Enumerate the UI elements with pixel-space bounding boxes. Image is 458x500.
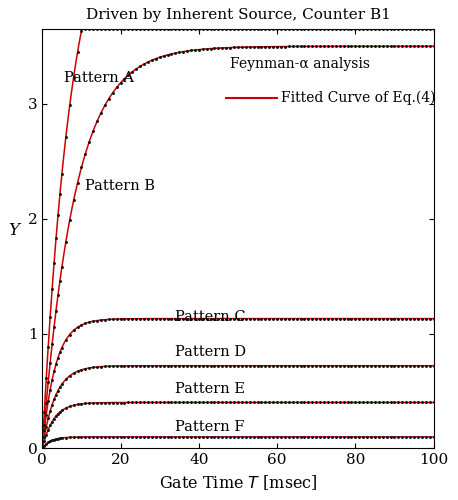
Text: Pattern E: Pattern E bbox=[175, 382, 245, 396]
Text: Pattern A: Pattern A bbox=[64, 72, 134, 86]
Text: Feynman-α analysis: Feynman-α analysis bbox=[230, 56, 370, 70]
X-axis label: Gate Time $T$ [msec]: Gate Time $T$ [msec] bbox=[158, 473, 317, 492]
Text: Pattern B: Pattern B bbox=[85, 180, 155, 194]
Y-axis label: Y: Y bbox=[8, 222, 19, 238]
Text: Pattern F: Pattern F bbox=[175, 420, 245, 434]
Text: Pattern D: Pattern D bbox=[175, 345, 246, 359]
Text: Fitted Curve of Eq.(4): Fitted Curve of Eq.(4) bbox=[281, 91, 436, 105]
Title: Driven by Inherent Source, Counter B1: Driven by Inherent Source, Counter B1 bbox=[86, 8, 390, 22]
Text: Pattern C: Pattern C bbox=[175, 310, 246, 324]
